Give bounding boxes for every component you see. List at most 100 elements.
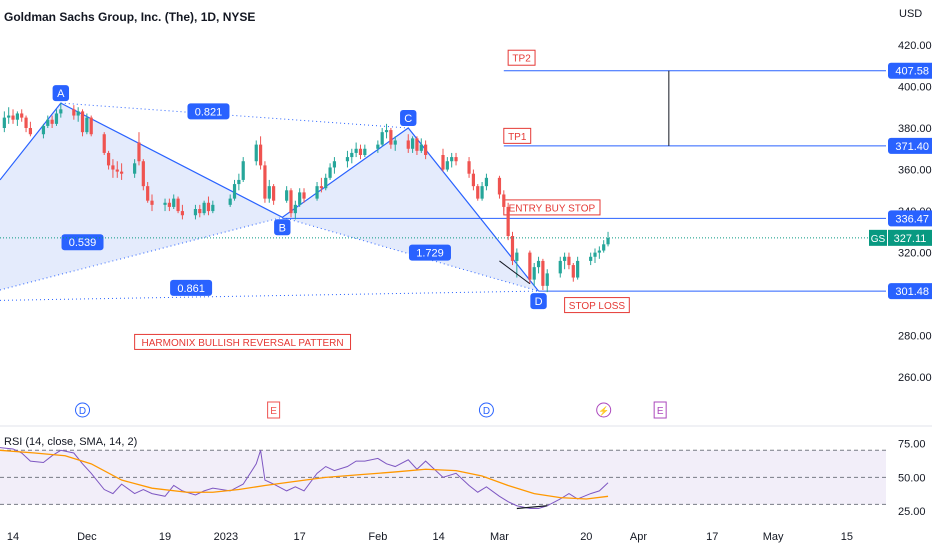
- time-tick-label: 20: [580, 531, 592, 543]
- candle-body: [606, 238, 610, 245]
- symbol-title: Goldman Sachs Group, Inc. (The), 1D, NYS…: [4, 10, 256, 24]
- candle-body: [328, 167, 332, 178]
- candle-body: [150, 200, 154, 205]
- level-price-label-TP2-bg: [888, 62, 932, 79]
- level-price-label-TP1-bg: [888, 137, 932, 154]
- time-tick-label: 14: [7, 531, 19, 543]
- stop-tag-box: [564, 297, 630, 314]
- candle-body: [567, 256, 571, 266]
- candle-body: [232, 184, 237, 199]
- earnings-event-letter: E: [657, 406, 664, 417]
- candle-body: [589, 256, 593, 261]
- candle-body: [163, 202, 167, 205]
- candle-body: [384, 130, 389, 133]
- last-price-value-bg: [888, 229, 932, 246]
- time-tick-label: Apr: [630, 531, 647, 543]
- candle-body: [424, 144, 428, 155]
- earnings-event-icon: [267, 401, 281, 419]
- candle-body: [324, 177, 328, 189]
- level-price-label-TP2: 407.58: [895, 66, 929, 78]
- pattern-fill-bcd: [282, 128, 539, 292]
- candle-body: [536, 260, 541, 268]
- candle-body: [176, 198, 180, 212]
- candle-body: [211, 204, 215, 212]
- candle-body: [115, 169, 119, 172]
- candle-body: [167, 202, 171, 207]
- point-label-a: A: [57, 88, 65, 100]
- candle-body: [302, 192, 306, 199]
- candle-body: [597, 250, 601, 253]
- ratio-line-xd: [0, 290, 539, 301]
- candle-body: [380, 132, 384, 145]
- dividend-event-icon: [478, 402, 494, 418]
- candle-body: [298, 192, 302, 205]
- candle-body: [46, 119, 50, 126]
- candle-body: [576, 260, 580, 278]
- candle-body: [350, 152, 354, 158]
- candle-body: [54, 113, 59, 124]
- candle-body: [7, 115, 11, 118]
- candle-body: [202, 202, 206, 214]
- candle-body: [450, 157, 454, 162]
- candle-body: [89, 117, 93, 135]
- candle-body: [72, 109, 76, 116]
- candle-body: [285, 190, 289, 201]
- candle-body: [258, 144, 263, 166]
- dividend-event-icon: [75, 402, 91, 418]
- ratio-label: 0.539: [69, 237, 97, 249]
- candle-body: [289, 190, 293, 214]
- rsi-tick-label: 50.00: [898, 472, 926, 484]
- candle-body: [11, 115, 15, 120]
- level-price-label-stop-bg: [888, 283, 932, 300]
- candle-body: [133, 163, 137, 174]
- candle-body: [471, 173, 476, 187]
- candle-body: [332, 161, 337, 168]
- candle-body: [563, 256, 567, 261]
- time-tick-label: 19: [159, 531, 171, 543]
- last-price-value: 327.11: [894, 233, 927, 245]
- point-label-a-bg: [52, 85, 70, 102]
- rsi-tick-label: 25.00: [898, 506, 926, 518]
- last-price-symbol-bg: [869, 229, 887, 246]
- candle-body: [146, 186, 150, 201]
- time-tick-label: 2023: [214, 531, 238, 543]
- candle-body: [254, 144, 258, 162]
- rsi-legend: RSI (14, close, SMA, 14, 2): [4, 436, 137, 448]
- pattern-title: HARMONIX BULLISH REVERSAL PATTERN: [142, 338, 344, 349]
- candle-body: [476, 186, 480, 199]
- candle-body: [111, 165, 115, 170]
- candle-body: [484, 177, 489, 187]
- candle-body: [528, 252, 532, 280]
- candle-body: [50, 119, 54, 124]
- point-label-d-bg: [530, 293, 547, 310]
- price-tick-label: 360.00: [898, 165, 932, 177]
- candle-body: [228, 198, 232, 205]
- candle-body: [602, 244, 606, 251]
- candle-body: [389, 130, 393, 145]
- candle-body: [106, 152, 111, 166]
- candle-body: [354, 148, 358, 153]
- dividend-event-letter: D: [79, 406, 86, 417]
- candle-body: [467, 161, 471, 174]
- dividend-event-letter: D: [483, 406, 490, 417]
- candle-body: [206, 202, 211, 212]
- candle-body: [506, 206, 510, 236]
- price-tick-label: 280.00: [898, 331, 932, 343]
- rsi-ma-line: [0, 449, 609, 500]
- candle-body: [15, 113, 19, 120]
- ratio-label: 0.861: [177, 283, 205, 295]
- ratio-label: 1.729: [416, 248, 444, 260]
- candle-body: [358, 148, 363, 155]
- candle-body: [480, 186, 484, 199]
- ratio-line-xb: [0, 216, 283, 291]
- price-tick-label: 260.00: [898, 372, 932, 384]
- candle-body: [263, 165, 267, 199]
- candle-body: [172, 198, 176, 207]
- last-price-symbol: GS: [871, 234, 886, 245]
- price-tick-label: 320.00: [898, 248, 932, 260]
- level-price-label-TP1: 371.40: [895, 141, 929, 153]
- candle-body: [454, 157, 458, 162]
- candle-body: [445, 161, 449, 170]
